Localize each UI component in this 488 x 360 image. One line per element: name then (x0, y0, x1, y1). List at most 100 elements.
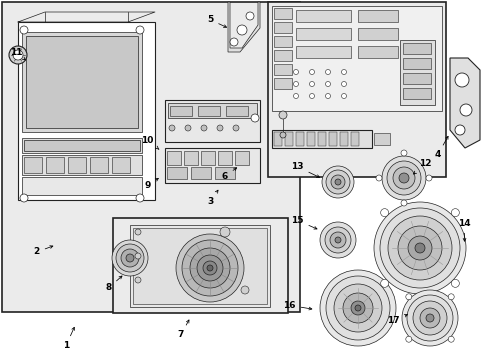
Bar (225, 106, 247, 116)
Polygon shape (449, 58, 479, 148)
Circle shape (425, 175, 431, 181)
Bar (167, 151, 181, 165)
Circle shape (136, 194, 143, 202)
Text: 1: 1 (63, 327, 74, 350)
Bar (339, 132, 347, 146)
Circle shape (293, 69, 298, 75)
Bar (271, 130, 371, 148)
Bar (273, 132, 282, 146)
Bar (68, 157, 86, 173)
Circle shape (217, 125, 223, 131)
Circle shape (400, 150, 406, 156)
Bar (402, 88, 430, 99)
Circle shape (412, 301, 446, 335)
Circle shape (387, 216, 451, 280)
Circle shape (325, 227, 350, 253)
Text: 3: 3 (207, 190, 218, 206)
Circle shape (447, 294, 453, 300)
Circle shape (121, 249, 139, 267)
Circle shape (184, 125, 191, 131)
Circle shape (293, 81, 298, 86)
Circle shape (401, 290, 457, 346)
Circle shape (447, 336, 453, 342)
Circle shape (206, 265, 213, 271)
Bar (112, 157, 130, 173)
Bar (235, 151, 248, 165)
Bar (328, 132, 336, 146)
Circle shape (380, 279, 388, 287)
Circle shape (380, 209, 388, 217)
Bar (167, 167, 186, 179)
Circle shape (232, 125, 239, 131)
Circle shape (350, 301, 364, 315)
Circle shape (309, 81, 314, 86)
Circle shape (341, 81, 346, 86)
Circle shape (319, 222, 355, 258)
Bar (168, 103, 257, 118)
Circle shape (321, 166, 353, 198)
Bar (170, 106, 192, 116)
Text: 9: 9 (144, 179, 158, 190)
Circle shape (280, 132, 285, 138)
Text: 5: 5 (207, 15, 226, 27)
Circle shape (126, 254, 134, 262)
Circle shape (375, 175, 381, 181)
Bar (164, 148, 260, 183)
Circle shape (203, 261, 217, 275)
Bar (402, 73, 430, 84)
Bar (130, 225, 269, 307)
Circle shape (414, 243, 424, 253)
Circle shape (279, 111, 286, 119)
Circle shape (397, 226, 441, 270)
Circle shape (176, 234, 244, 302)
Bar (273, 36, 291, 47)
Bar (2, 2, 299, 312)
Text: 14: 14 (457, 219, 470, 241)
Bar (402, 58, 430, 69)
Text: 13: 13 (290, 162, 319, 177)
Text: 7: 7 (177, 320, 188, 339)
Bar (46, 157, 64, 173)
Circle shape (342, 293, 372, 323)
Text: 12: 12 (413, 159, 431, 174)
Circle shape (406, 295, 452, 341)
Circle shape (325, 276, 389, 340)
Text: 8: 8 (105, 276, 122, 292)
Bar (273, 64, 291, 75)
Circle shape (325, 94, 330, 99)
Circle shape (405, 336, 411, 342)
Bar (295, 10, 350, 22)
Text: 10: 10 (141, 136, 159, 149)
Circle shape (229, 38, 238, 46)
Text: 16: 16 (283, 301, 311, 310)
Circle shape (190, 248, 229, 288)
Circle shape (116, 244, 143, 272)
Circle shape (333, 284, 381, 332)
Text: 17: 17 (386, 314, 407, 325)
Bar (273, 22, 291, 33)
Bar (357, 28, 397, 40)
Polygon shape (18, 22, 155, 200)
Circle shape (169, 125, 175, 131)
Circle shape (13, 50, 23, 60)
Circle shape (329, 232, 346, 248)
Bar (183, 151, 198, 165)
Polygon shape (227, 2, 260, 52)
Bar (22, 138, 142, 153)
Circle shape (197, 255, 223, 281)
Circle shape (182, 240, 238, 296)
Circle shape (241, 286, 248, 294)
Circle shape (135, 229, 141, 235)
Circle shape (425, 314, 433, 322)
Bar (402, 43, 430, 54)
Bar (295, 46, 350, 58)
Circle shape (341, 69, 346, 75)
Circle shape (419, 308, 439, 328)
Circle shape (245, 12, 253, 20)
Bar (399, 40, 434, 105)
Circle shape (293, 94, 298, 99)
Bar (273, 8, 291, 19)
Circle shape (400, 200, 406, 206)
Circle shape (407, 236, 431, 260)
Text: 6: 6 (222, 168, 236, 181)
